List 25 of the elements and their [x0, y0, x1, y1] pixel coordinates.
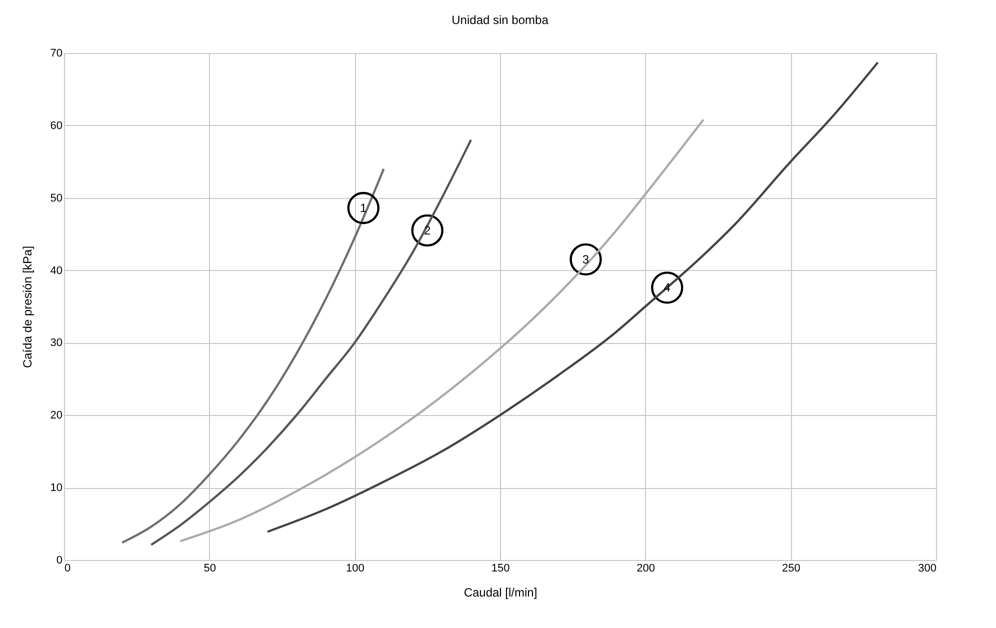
line-series [266, 61, 879, 533]
y-tick-label: 20 [50, 410, 62, 422]
x-tick-label: 300 [918, 562, 936, 574]
y-axis-title: Caída de presión [kPa] [20, 246, 34, 368]
annotation: 1 [360, 200, 368, 215]
annotation: 2 [424, 223, 431, 238]
x-tick-label: 150 [491, 562, 510, 574]
x-tick-label: 50 [204, 562, 216, 574]
line-series [121, 168, 385, 544]
x-tick-label: 100 [346, 562, 364, 574]
x-tick-label: 0 [64, 562, 71, 574]
line-series [179, 118, 705, 542]
x-tick-label: 250 [782, 562, 800, 574]
y-tick-label: 30 [50, 337, 62, 350]
x-axis-title: Caudal [l/min] [464, 586, 538, 600]
y-tick-label: 10 [50, 482, 62, 494]
y-tick-label: 40 [50, 264, 62, 277]
y-tick-label: 50 [50, 192, 62, 204]
y-tick-label: 0 [56, 554, 62, 566]
y-tick-label: 60 [50, 120, 62, 132]
x-tick-label: 200 [636, 562, 656, 574]
chart-title: Unidad sin bomba [452, 13, 549, 27]
annotation: 3 [582, 252, 590, 266]
line-series [150, 138, 472, 546]
y-tick-label: 70 [50, 48, 62, 60]
